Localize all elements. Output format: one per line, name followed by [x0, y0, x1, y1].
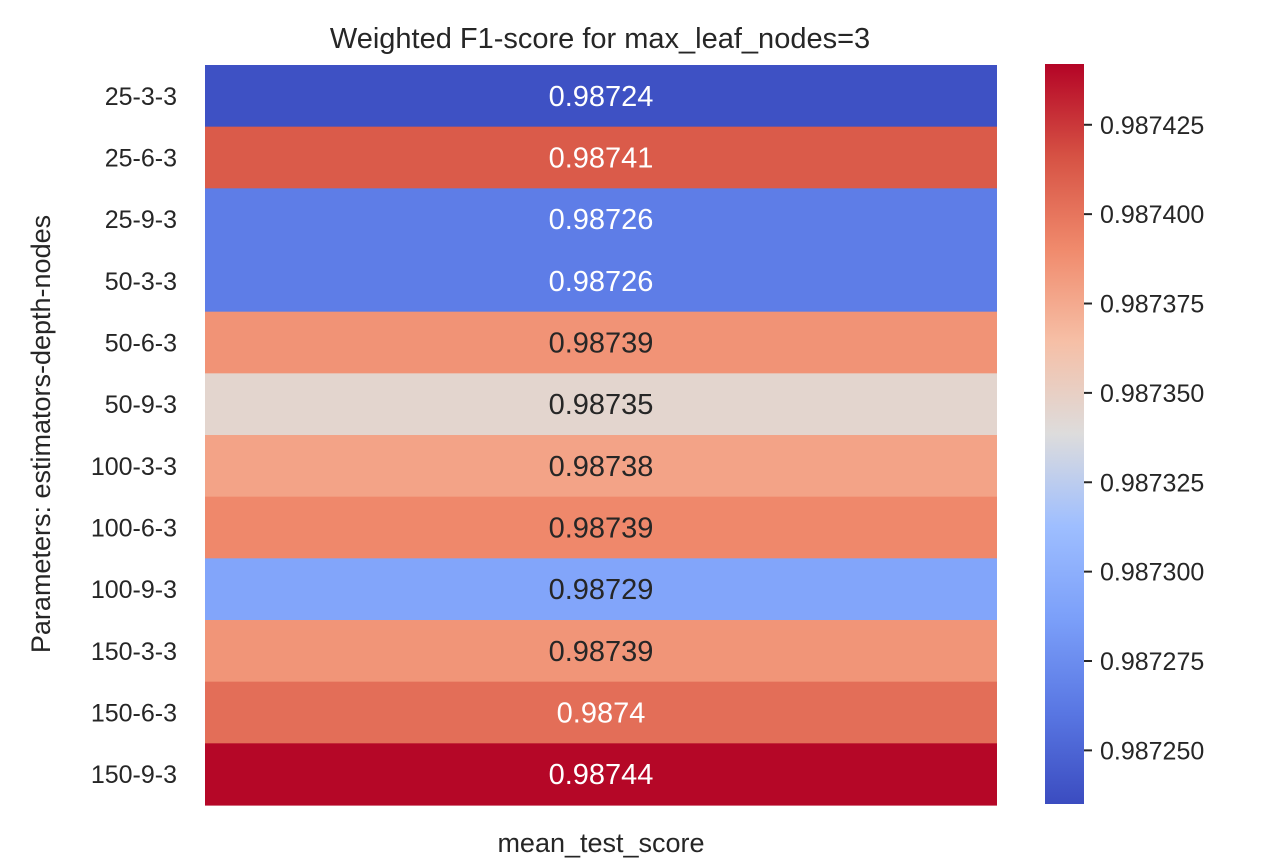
y-tick-label: 100-3-3 — [91, 453, 177, 481]
y-tick-label: 25-3-3 — [105, 83, 177, 111]
heatmap-cell-label: 0.98724 — [549, 81, 654, 113]
heatmap-cell-label: 0.98729 — [549, 574, 654, 606]
heatmap-cell-label: 0.98739 — [549, 636, 654, 668]
heatmap-cell — [205, 311, 997, 374]
heatmap-cell — [205, 250, 997, 313]
y-axis-label: Parameters: estimators-depth-nodes — [26, 215, 56, 653]
colorbar-ticks: 0.987250 0.987275 0.987300 0.987325 0.987350… — [1084, 112, 1204, 765]
heatmap-cell-label: 0.98741 — [549, 143, 654, 175]
colorbar-tick-label: 0.987425 — [1100, 112, 1204, 140]
y-axis-ticks: 25-3-3 25-6-3 25-9-3 50-3-3 50-6-3 50-9-3 100-… — [91, 83, 177, 789]
colorbar-tick-label: 0.987250 — [1100, 737, 1204, 765]
y-tick-label: 100-6-3 — [91, 515, 177, 543]
heatmap-cell-label: 0.98739 — [549, 513, 654, 545]
heatmap-cell-labels: 0.98724 0.98741 0.98726 0.98726 0.98739 0.987… — [549, 81, 654, 791]
heatmap-cell-label: 0.9874 — [557, 698, 646, 730]
colorbar-tick-label: 0.987325 — [1100, 469, 1204, 497]
colorbar: 0.987250 0.987275 0.987300 0.987325 0.987350… — [1045, 64, 1204, 804]
chart-title: Weighted F1-score for max_leaf_nodes=3 — [330, 23, 870, 55]
y-tick-label: 150-6-3 — [91, 700, 177, 728]
colorbar-tick-label: 0.987350 — [1100, 380, 1204, 408]
heatmap-cell-label: 0.98744 — [549, 759, 654, 791]
heatmap-cell — [205, 681, 997, 744]
y-tick-label: 50-9-3 — [105, 391, 177, 419]
heatmap-cell — [205, 743, 997, 806]
heatmap-cell — [205, 188, 997, 251]
colorbar-tick-label: 0.987375 — [1100, 291, 1204, 319]
heatmap-cell-label: 0.98738 — [549, 451, 654, 483]
heatmap-cell — [205, 435, 997, 498]
heatmap-cell-label: 0.98739 — [549, 328, 654, 360]
heatmap-cell — [205, 126, 997, 189]
heatmap-cell — [205, 620, 997, 683]
heatmap-cell-label: 0.98726 — [549, 266, 654, 298]
colorbar-tick-label: 0.987275 — [1100, 648, 1204, 676]
y-tick-label: 50-6-3 — [105, 330, 177, 358]
heatmap-cell — [205, 373, 997, 436]
heatmap-cell — [205, 496, 997, 559]
y-tick-label: 150-9-3 — [91, 761, 177, 789]
colorbar-tick-label: 0.987400 — [1100, 201, 1204, 229]
y-tick-label: 50-3-3 — [105, 268, 177, 296]
heatmap-cells — [205, 65, 997, 806]
heatmap-cell-label: 0.98735 — [549, 389, 654, 421]
x-axis-label: mean_test_score — [497, 828, 704, 858]
y-tick-label: 25-9-3 — [105, 206, 177, 234]
heatmap-cell-label: 0.98726 — [549, 204, 654, 236]
heatmap-cell — [205, 65, 997, 128]
y-tick-label: 100-9-3 — [91, 576, 177, 604]
colorbar-gradient — [1045, 64, 1084, 804]
y-tick-label: 25-6-3 — [105, 145, 177, 173]
heatmap-cell — [205, 558, 997, 621]
y-tick-label: 150-3-3 — [91, 638, 177, 666]
colorbar-tick-label: 0.987300 — [1100, 559, 1204, 587]
